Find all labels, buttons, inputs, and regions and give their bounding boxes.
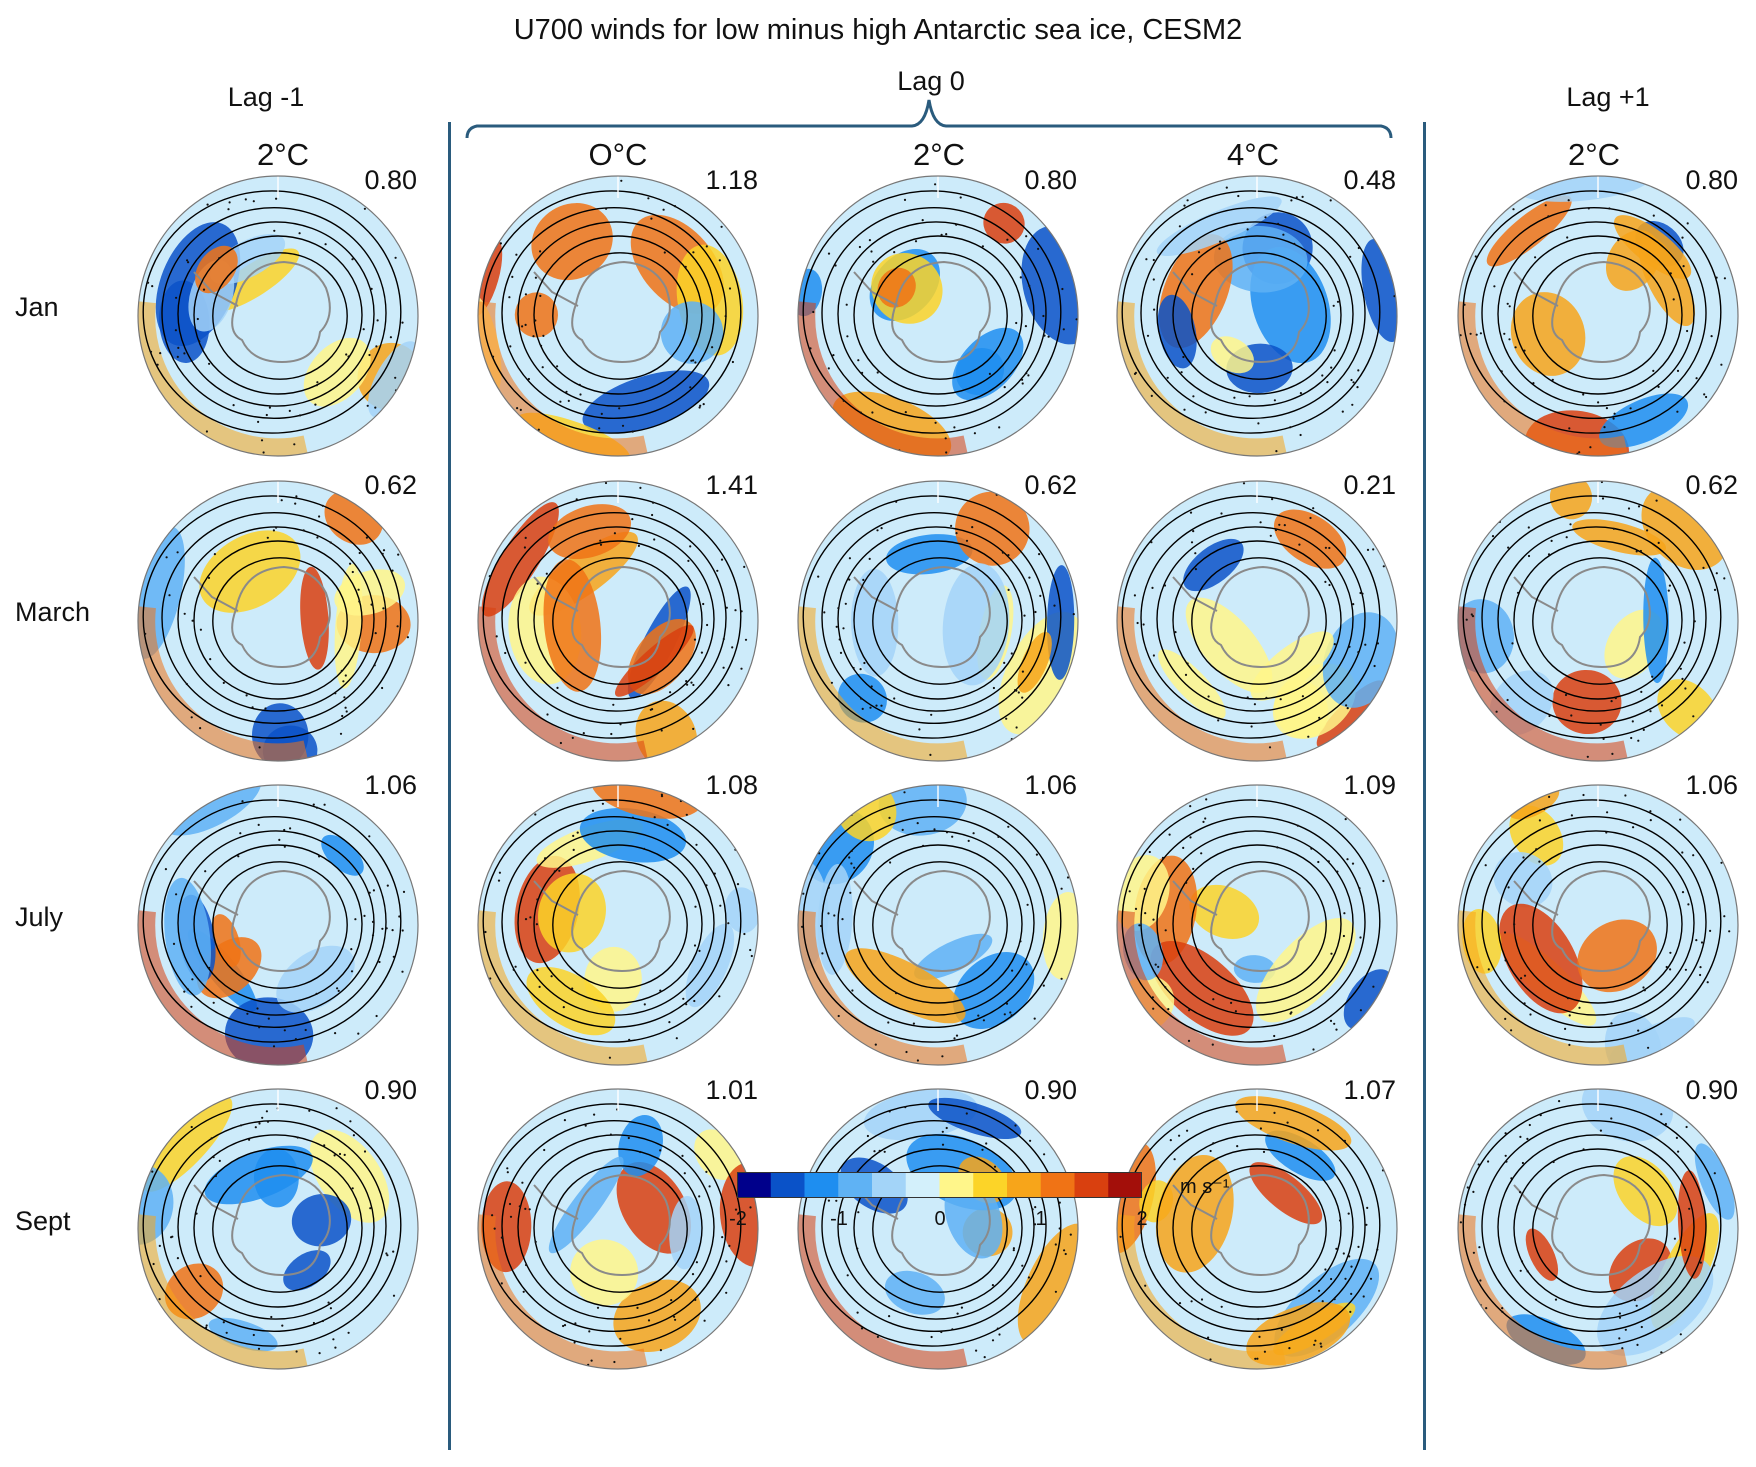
polar-map-border [137, 480, 419, 762]
panel-value: 0.90 [1024, 1075, 1077, 1105]
column-temp-5: 2°C [1567, 137, 1621, 172]
polar-map-border [1457, 175, 1739, 457]
row-label-jan: Jan [15, 292, 59, 322]
polar-map-panel [1458, 785, 1738, 1065]
row-label-sept: Sept [15, 1206, 71, 1236]
panel-value: 0.62 [1024, 470, 1077, 500]
colorbar-swatch [973, 1172, 1008, 1198]
group-label-lag-plus-1: Lag +1 [1566, 82, 1650, 112]
panel-value: 0.62 [1685, 470, 1738, 500]
colorbar [737, 1172, 1142, 1198]
colorbar-swatch [905, 1172, 941, 1198]
colorbar-swatch [737, 1172, 772, 1198]
panel-value: 0.80 [1024, 165, 1077, 195]
panel-value: 1.18 [705, 165, 758, 195]
column-temp-3: 2°C [912, 137, 966, 172]
polar-map-border [1116, 480, 1398, 762]
panel-value: 0.90 [364, 1075, 417, 1105]
polar-map-border [1457, 1088, 1739, 1370]
colorbar-swatch [1108, 1172, 1142, 1198]
polar-map-border [477, 1088, 759, 1370]
colorbar-tick: -1 [830, 1208, 848, 1230]
panel-value: 1.06 [1685, 770, 1738, 800]
colorbar-swatch [872, 1172, 907, 1198]
polar-map-panel [1117, 481, 1397, 761]
colorbar-swatch [1074, 1172, 1109, 1198]
panel-value: 0.62 [364, 470, 417, 500]
polar-map-panel [478, 785, 758, 1065]
polar-map-panel [1117, 785, 1397, 1065]
polar-map-panel [1458, 481, 1738, 761]
divider-left [448, 122, 451, 1450]
column-temp-1: 2°C [256, 137, 310, 172]
colorbar-swatch [1007, 1172, 1042, 1198]
polar-map-border [137, 175, 419, 457]
colorbar-swatch [770, 1172, 806, 1198]
polar-map-panel [478, 176, 758, 456]
panel-value: 0.48 [1343, 165, 1396, 195]
column-temp-2: O°C [588, 137, 648, 172]
polar-map-border [797, 480, 1079, 762]
panel-value: 1.09 [1343, 770, 1396, 800]
polar-map-border [1116, 784, 1398, 1066]
row-label-march: March [15, 597, 91, 627]
polar-map-border [797, 1088, 1079, 1370]
polar-map-panel [138, 176, 418, 456]
group-label-lag-minus-1: Lag -1 [227, 82, 305, 112]
polar-map-border [477, 784, 759, 1066]
colorbar-swatch [838, 1172, 873, 1198]
polar-map-panel [798, 176, 1078, 456]
polar-map-border [477, 480, 759, 762]
panel-value: 1.06 [364, 770, 417, 800]
polar-map-border [477, 175, 759, 457]
polar-map-border [1457, 784, 1739, 1066]
group-label-lag-0: Lag 0 [897, 66, 965, 96]
polar-map-border [797, 784, 1079, 1066]
polar-map-border [137, 1088, 419, 1370]
panel-value: 0.80 [364, 165, 417, 195]
colorbar-unit: m s⁻¹ [1180, 1176, 1230, 1198]
colorbar-swatch [804, 1172, 839, 1198]
colorbar-swatch [1040, 1172, 1076, 1198]
row-label-july: July [15, 902, 64, 932]
colorbar-swatch [939, 1172, 974, 1198]
colorbar-tick: 1 [1035, 1208, 1047, 1230]
lag0-bracket [465, 99, 1393, 139]
colorbar-tick: -2 [729, 1208, 747, 1230]
panel-value: 1.01 [705, 1075, 758, 1105]
polar-map-panel [798, 785, 1078, 1065]
colorbar-tick: 2 [1136, 1208, 1148, 1230]
panel-value: 0.21 [1343, 470, 1396, 500]
panel-value: 0.90 [1685, 1075, 1738, 1105]
polar-map-panel [1117, 1089, 1397, 1369]
polar-map-border [797, 175, 1079, 457]
panel-value: 1.06 [1024, 770, 1077, 800]
panel-value: 0.80 [1685, 165, 1738, 195]
polar-map-panel [1117, 176, 1397, 456]
polar-map-border [1116, 175, 1398, 457]
figure-title: U700 winds for low minus high Antarctic … [513, 14, 1243, 46]
polar-map-border [1457, 480, 1739, 762]
polar-map-panel [1458, 1089, 1738, 1369]
polar-map-panel [138, 1089, 418, 1369]
polar-map-border [137, 784, 419, 1066]
colorbar-border [737, 1172, 1142, 1198]
polar-map-panel [478, 481, 758, 761]
panel-value: 1.41 [705, 470, 758, 500]
column-temp-4: 4°C [1226, 137, 1280, 172]
polar-map-panel [798, 481, 1078, 761]
polar-map-border [1116, 1088, 1398, 1370]
polar-map-panel [138, 481, 418, 761]
panel-value: 1.08 [705, 770, 758, 800]
polar-map-panel [1458, 176, 1738, 456]
polar-map-panel [138, 785, 418, 1065]
polar-map-panel [478, 1089, 758, 1369]
panel-value: 1.07 [1343, 1075, 1396, 1105]
colorbar-tick: 0 [934, 1208, 946, 1230]
divider-right [1423, 122, 1426, 1450]
